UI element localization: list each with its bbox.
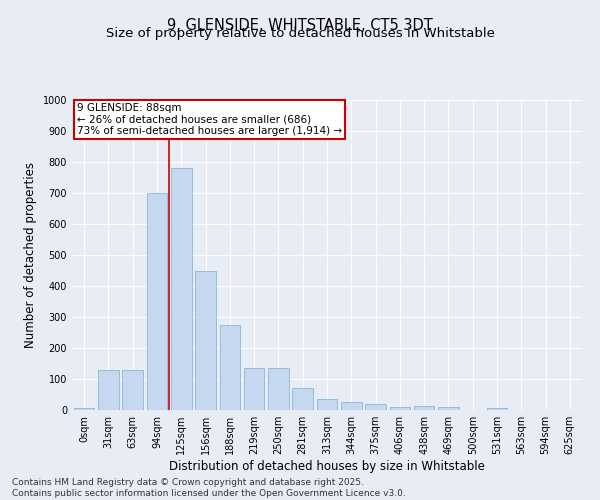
Bar: [220, 325, 240, 410]
Bar: [122, 370, 143, 410]
Bar: [146, 193, 167, 410]
Bar: [244, 368, 265, 410]
Text: 9 GLENSIDE: 88sqm
← 26% of detached houses are smaller (686)
73% of semi-detache: 9 GLENSIDE: 88sqm ← 26% of detached hous…: [77, 103, 342, 136]
Bar: [414, 406, 434, 410]
Bar: [195, 270, 216, 410]
X-axis label: Distribution of detached houses by size in Whitstable: Distribution of detached houses by size …: [169, 460, 485, 473]
Bar: [98, 370, 119, 410]
Bar: [317, 399, 337, 410]
Bar: [438, 407, 459, 410]
Text: 9, GLENSIDE, WHITSTABLE, CT5 3DT: 9, GLENSIDE, WHITSTABLE, CT5 3DT: [167, 18, 433, 32]
Bar: [171, 168, 191, 410]
Bar: [292, 388, 313, 410]
Text: Size of property relative to detached houses in Whitstable: Size of property relative to detached ho…: [106, 28, 494, 40]
Bar: [365, 404, 386, 410]
Bar: [74, 408, 94, 410]
Text: Contains HM Land Registry data © Crown copyright and database right 2025.
Contai: Contains HM Land Registry data © Crown c…: [12, 478, 406, 498]
Bar: [268, 368, 289, 410]
Bar: [389, 407, 410, 410]
Bar: [341, 402, 362, 410]
Y-axis label: Number of detached properties: Number of detached properties: [24, 162, 37, 348]
Bar: [487, 408, 508, 410]
